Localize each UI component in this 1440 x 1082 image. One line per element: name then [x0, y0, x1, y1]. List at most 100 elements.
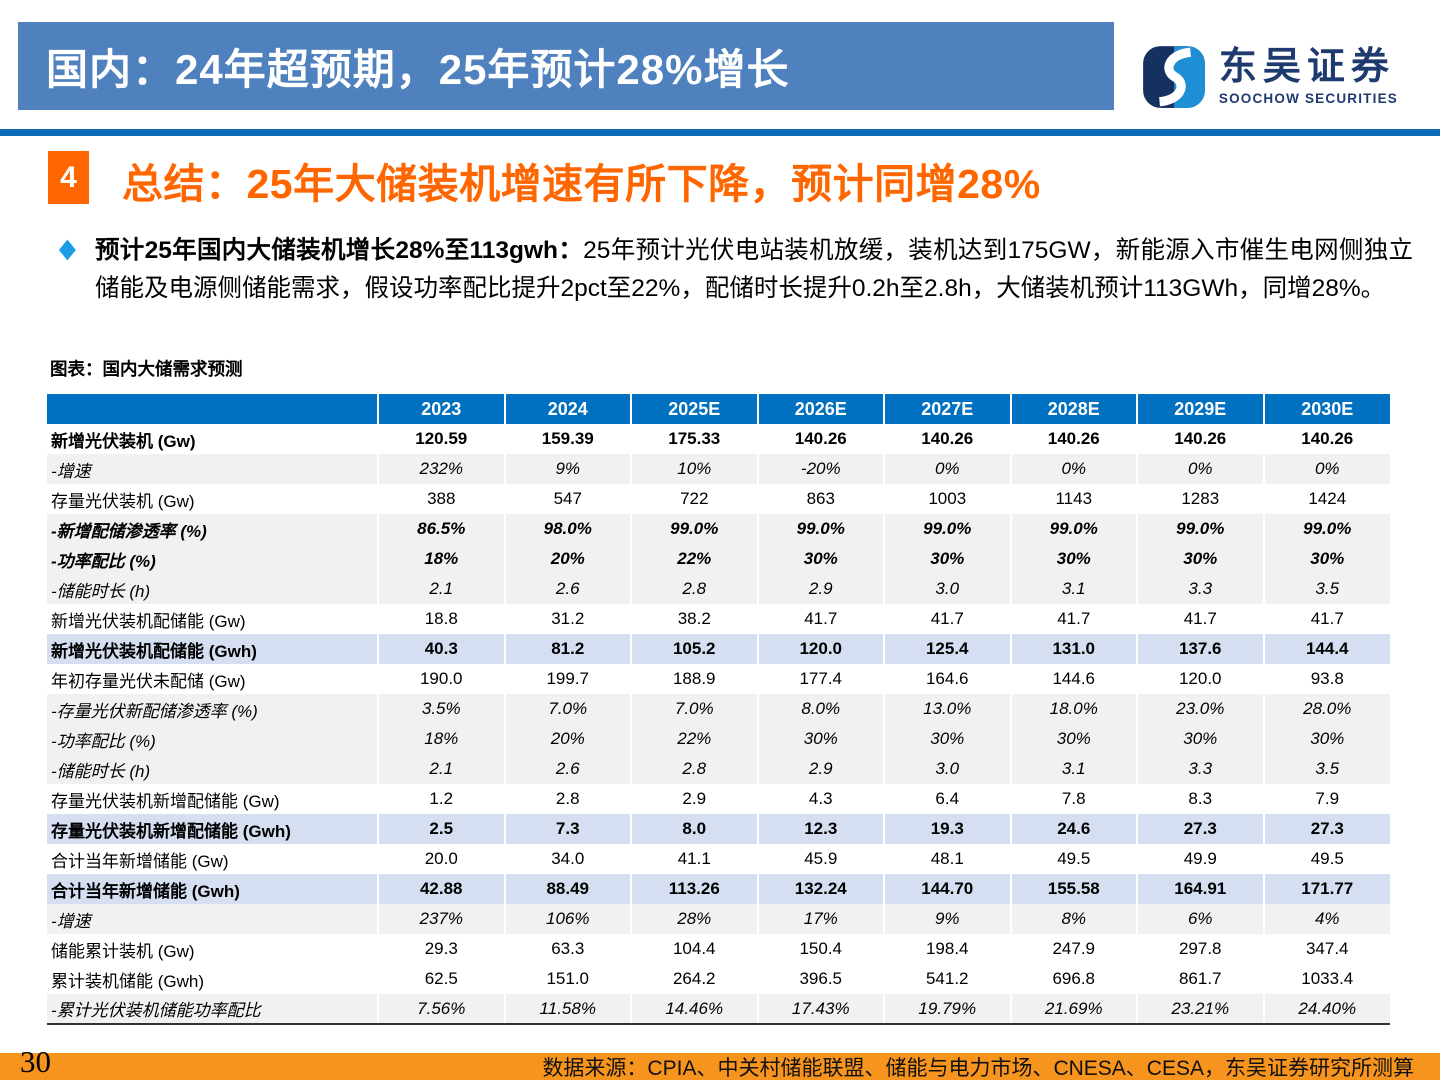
bullet-body-text: 25年预计光伏电站装机放缓，装机达到175GW，新能源入市催生电网侧独立储能及电… [95, 237, 1413, 302]
table-cell: 232% [377, 454, 505, 484]
table-row: 存量光伏装机新增配储能 (Gwh) 2.5 7.3 8.0 12.3 19.3 24.6 27… [47, 814, 1390, 844]
table-cell: 34.0 [503, 844, 631, 874]
table-cell: 7.56% [377, 994, 505, 1025]
table-cell: 132.24 [756, 874, 884, 904]
year-header: 2027E [883, 394, 1011, 424]
table-row: -累计光伏装机储能功率配比 7.56% 11.58% 14.46% 17.43% 19.7… [47, 994, 1390, 1025]
table-cell: 23.21% [1136, 994, 1264, 1025]
row-label: -功率配比 (%) [47, 544, 378, 574]
table-cell: 3.3 [1136, 754, 1264, 784]
row-label: -新增配储渗透率 (%) [47, 514, 378, 544]
chart-caption: 图表：国内大储需求预测 [50, 359, 243, 379]
table-cell: 2.8 [630, 574, 758, 604]
logo-name-cn: 东吴证券 [1218, 46, 1395, 89]
table-cell: 171.77 [1262, 874, 1390, 904]
table-cell: 120.0 [756, 634, 884, 664]
row-label: 累计装机储能 (Gwh) [47, 964, 378, 994]
table-cell: 3.5% [377, 694, 505, 724]
table-cell: 125.4 [883, 634, 1011, 664]
table-cell: 21.69% [1009, 994, 1137, 1025]
table-cell: 2.6 [503, 754, 631, 784]
table-cell: 164.6 [883, 664, 1011, 694]
table-cell: 12.3 [756, 814, 884, 844]
forecast-table: 2023 2024 2025E 2026E 2027E 2028E 2029E 2030E 新… [47, 394, 1390, 1025]
table-cell: 99.0% [630, 514, 758, 544]
table-cell: 106% [503, 904, 631, 934]
table-cell: 144.6 [1009, 664, 1137, 694]
table-cell: 49.5 [1009, 844, 1137, 874]
table-cell: 151.0 [503, 964, 631, 994]
table-cell: 23.0% [1136, 694, 1264, 724]
row-label: -存量光伏新配储渗透率 (%) [47, 694, 378, 724]
table-row: 存量光伏装机 (Gw) 388 547 722 863 1003 1143 1283 1424 [47, 484, 1390, 514]
company-logo: 东吴证券 SOOCHOW SECURITIES [1141, 44, 1398, 110]
table-cell: 105.2 [630, 634, 758, 664]
table-row: -功率配比 (%) 18% 20% 22% 30% 30% 30% 30% 30% [47, 544, 1390, 574]
table-cell: 2.9 [756, 754, 884, 784]
table-cell: 155.58 [1009, 874, 1137, 904]
table-cell: 863 [756, 484, 884, 514]
table-cell: 48.1 [883, 844, 1011, 874]
table-cell: 30% [883, 724, 1011, 754]
table-cell: 0% [883, 454, 1011, 484]
table-cell: 140.26 [1136, 424, 1264, 454]
table-cell: 3.3 [1136, 574, 1264, 604]
table-cell: 45.9 [756, 844, 884, 874]
table-cell: 30% [756, 724, 884, 754]
table-cell: 99.0% [1136, 514, 1264, 544]
footer-bar: 数据来源：CPIA、中关村储能联盟、储能与电力市场、CNESA、CESA，东吴证… [0, 1053, 1440, 1080]
table-cell: 13.0% [883, 694, 1011, 724]
table-cell: 4% [1262, 904, 1390, 934]
table-cell: 1424 [1262, 484, 1390, 514]
table-cell: 86.5% [377, 514, 505, 544]
table-cell: 347.4 [1262, 934, 1390, 964]
year-header: 2025E [630, 394, 758, 424]
table-cell: 297.8 [1136, 934, 1264, 964]
divider-line [0, 129, 1440, 136]
bullet-paragraph: 预计25年国内大储装机增长28%至113gwh：25年预计光伏电站装机放缓，装机… [95, 232, 1413, 308]
table-cell: 88.49 [503, 874, 631, 904]
table-cell: 17% [756, 904, 884, 934]
table-cell: 131.0 [1009, 634, 1137, 664]
row-label: -增速 [47, 454, 378, 484]
table-cell: 140.26 [1262, 424, 1390, 454]
row-label: 储能累计装机 (Gw) [47, 934, 378, 964]
table-cell: 722 [630, 484, 758, 514]
table-cell: 199.7 [503, 664, 631, 694]
table-row: 储能累计装机 (Gw) 29.3 63.3 104.4 150.4 198.4 247.9 2… [47, 934, 1390, 964]
table-cell: 27.3 [1262, 814, 1390, 844]
table-row: -增速 232% 9% 10% -20% 0% 0% 0% 0% [47, 454, 1390, 484]
table-cell: 198.4 [883, 934, 1011, 964]
table-cell: 30% [1262, 724, 1390, 754]
table-row: -新增配储渗透率 (%) 86.5% 98.0% 99.0% 99.0% 99.0% 99.… [47, 514, 1390, 544]
table-cell: 49.9 [1136, 844, 1264, 874]
table-cell: 20% [503, 544, 631, 574]
table-cell: 18.0% [1009, 694, 1137, 724]
table-cell: 1.2 [377, 784, 505, 814]
table-cell: 164.91 [1136, 874, 1264, 904]
year-header: 2029E [1136, 394, 1264, 424]
table-cell: 7.0% [630, 694, 758, 724]
table-cell: 30% [1136, 724, 1264, 754]
table-cell: 861.7 [1136, 964, 1264, 994]
table-cell: 11.58% [503, 994, 631, 1025]
table-row: 新增光伏装机 (Gw) 120.59 159.39 175.33 140.26 140.2… [47, 424, 1390, 454]
table-cell: 0% [1009, 454, 1137, 484]
table-cell: 2.9 [756, 574, 884, 604]
table-cell: 18.8 [377, 604, 505, 634]
row-label: 新增光伏装机 (Gw) [47, 424, 378, 454]
table-row: -储能时长 (h) 2.1 2.6 2.8 2.9 3.0 3.1 3.3 3.5 [47, 754, 1390, 784]
table-cell: 38.2 [630, 604, 758, 634]
table-row: 新增光伏装机配储能 (Gw) 18.8 31.2 38.2 41.7 41.7 41.7 41… [47, 604, 1390, 634]
table-cell: 190.0 [377, 664, 505, 694]
table-cell: 18% [377, 724, 505, 754]
table-cell: 28.0% [1262, 694, 1390, 724]
row-label: -功率配比 (%) [47, 724, 378, 754]
table-row: 存量光伏装机新增配储能 (Gw) 1.2 2.8 2.9 4.3 6.4 7.8 8.3 7.9 [47, 784, 1390, 814]
row-label: 合计当年新增储能 (Gwh) [47, 874, 378, 904]
table-cell: 1003 [883, 484, 1011, 514]
row-label: 存量光伏装机新增配储能 (Gwh) [47, 814, 378, 844]
table-row: 累计装机储能 (Gwh) 62.5 151.0 264.2 396.5 541.2 696.… [47, 964, 1390, 994]
table-header-row: 2023 2024 2025E 2026E 2027E 2028E 2029E 2030E [47, 394, 1390, 424]
table-cell: 30% [756, 544, 884, 574]
